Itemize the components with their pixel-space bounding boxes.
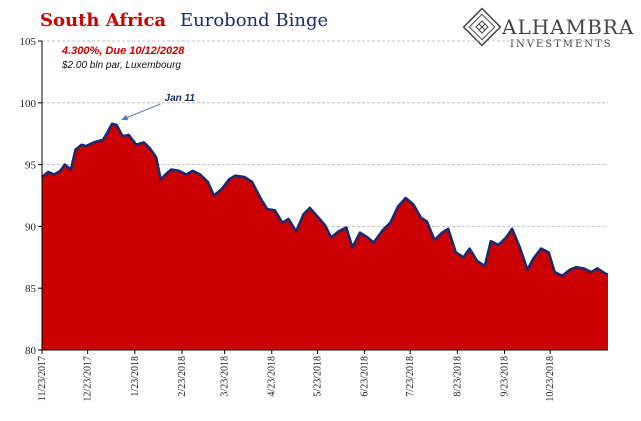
x-tick-label: 12/23/2017 bbox=[83, 356, 94, 402]
series-line bbox=[41, 122, 609, 278]
x-tick-label: 5/23/2018 bbox=[312, 356, 323, 397]
subtitle-line1: 4.300%, Due 10/12/2028 bbox=[61, 45, 185, 57]
x-axis-ticks: 11/23/2017 12/23/2017 1/23/2018 2/23/2018 3/… bbox=[37, 350, 556, 402]
data-series bbox=[41, 122, 609, 350]
chart-title-part1: South Africa bbox=[40, 10, 166, 31]
subtitle-line2: $2.00 bln par, Luxembourg bbox=[61, 60, 181, 71]
x-tick-label: 9/23/2018 bbox=[500, 356, 511, 397]
annotation-arrow bbox=[121, 103, 161, 121]
y-tick-label: 90 bbox=[25, 221, 37, 233]
y-tick-label: 105 bbox=[20, 36, 37, 48]
x-tick-label: 1/23/2018 bbox=[130, 356, 141, 397]
logo-subtext: INVESTMENTS bbox=[510, 39, 613, 50]
x-tick-label: 7/23/2018 bbox=[405, 356, 416, 397]
y-tick-label: 95 bbox=[25, 160, 37, 172]
x-tick-label: 2/23/2018 bbox=[177, 356, 188, 397]
y-tick-label: 85 bbox=[25, 283, 37, 295]
x-tick-label: 4/23/2018 bbox=[267, 356, 278, 397]
y-tick-label: 100 bbox=[20, 98, 37, 110]
logo: ALHAMBRA INVESTMENTS bbox=[462, 7, 634, 50]
x-tick-label: 10/23/2018 bbox=[545, 356, 556, 402]
annotation: Jan 11 bbox=[121, 93, 196, 121]
annotation-arrowhead bbox=[121, 114, 129, 121]
chart-title-part2: Eurobond Binge bbox=[180, 10, 328, 31]
axes bbox=[41, 41, 608, 351]
x-tick-label: 11/23/2017 bbox=[37, 356, 48, 401]
y-axis-ticks: 80 85 90 95 100 105 bbox=[20, 36, 42, 357]
y-tick-label: 80 bbox=[25, 345, 37, 357]
x-tick-label: 8/23/2018 bbox=[452, 356, 463, 397]
annotation-label: Jan 11 bbox=[165, 93, 196, 104]
logo-name: ALHAMBRA bbox=[501, 15, 634, 39]
x-tick-label: 6/23/2018 bbox=[360, 356, 371, 397]
series-area bbox=[42, 123, 608, 350]
logo-emblem-icon bbox=[462, 7, 502, 47]
x-tick-label: 3/23/2018 bbox=[220, 356, 231, 397]
